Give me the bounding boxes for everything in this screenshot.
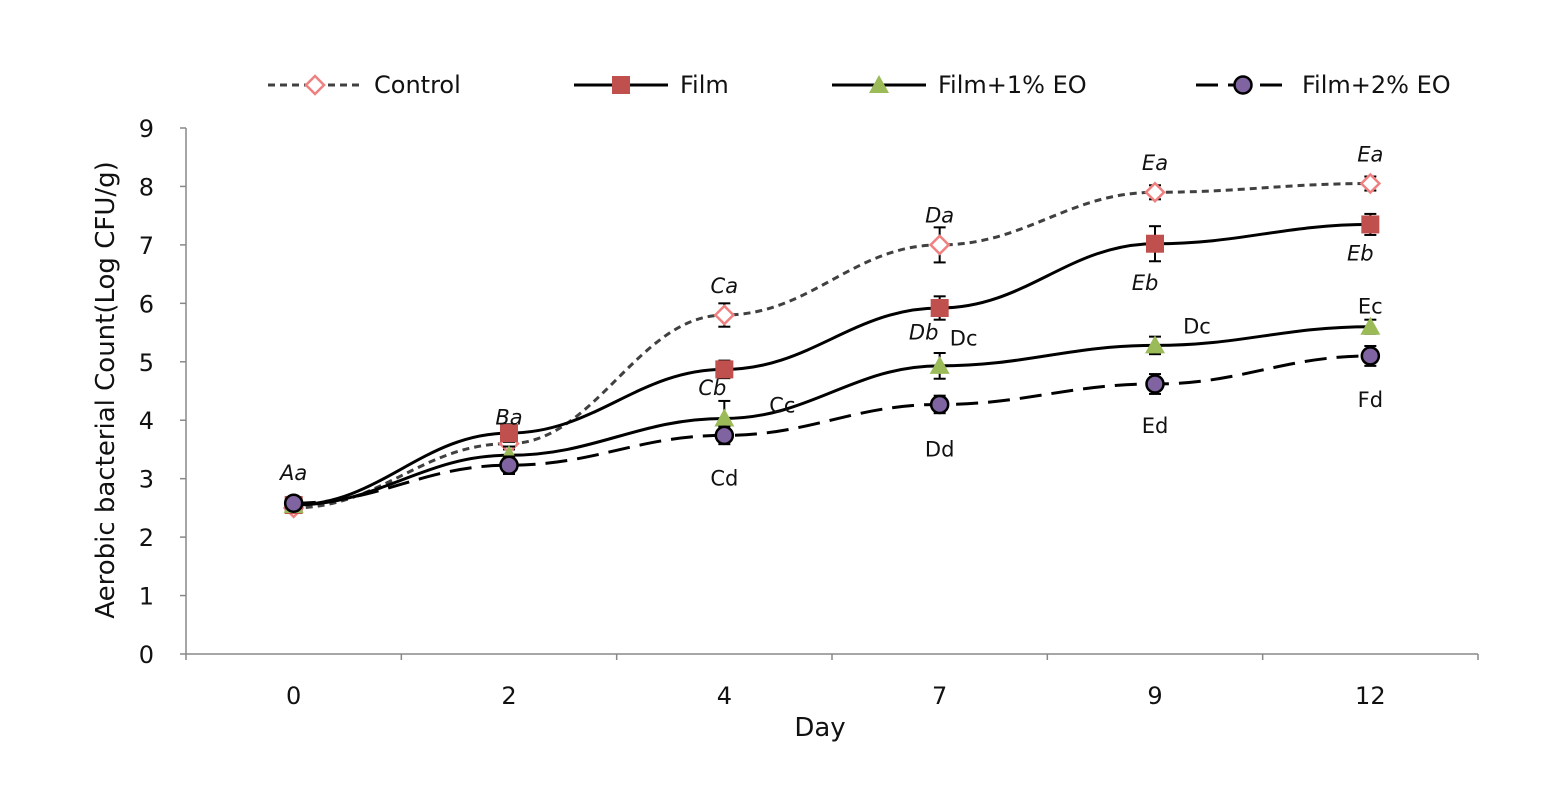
data-point	[715, 360, 734, 379]
significance-label: Da	[925, 204, 954, 228]
significance-label: Dc	[1183, 315, 1211, 339]
series-line	[293, 354, 1371, 505]
legend-marker	[1233, 75, 1253, 95]
legend-label: Film+2% EO	[1302, 71, 1451, 99]
data-point	[713, 304, 736, 326]
legend-item-4: Film+2% EO	[1196, 71, 1451, 99]
series-line	[293, 182, 1371, 510]
data-point	[1146, 234, 1164, 253]
y-tick-label: 1	[139, 583, 154, 611]
x-axis: 0 2 4 7 9 12	[185, 653, 1479, 710]
y-axis: 0 1 2 3 4 5 6 7 8 9	[139, 115, 187, 669]
y-tick-label: 7	[139, 232, 154, 260]
annotation-layer: Aa Ba Ca Cb Cc Cd Da Db Dc Dd Ea Eb Dc Ed Ea Eb Ec Fd	[278, 142, 1383, 490]
significance-label: Eb	[1132, 271, 1159, 295]
x-tick-label: 12	[1355, 682, 1386, 710]
legend-marker	[612, 76, 630, 94]
significance-label: Dd	[925, 437, 955, 461]
legend-item-3: Film+1% EO	[832, 71, 1087, 99]
significance-label: Aa	[278, 461, 307, 485]
significance-label: Eb	[1347, 242, 1374, 266]
significance-label: Fd	[1358, 388, 1383, 412]
significance-label: Ed	[1142, 414, 1169, 438]
y-tick-label: 4	[139, 407, 154, 435]
data-point	[1145, 335, 1165, 354]
series-2	[284, 212, 1380, 514]
x-tick-label: 9	[1147, 682, 1162, 710]
significance-label: Ea	[1357, 142, 1383, 166]
data-point	[1360, 316, 1381, 335]
y-tick-label: 5	[139, 349, 154, 377]
series-layer	[282, 172, 1382, 519]
data-point	[714, 425, 735, 446]
legend-marker	[869, 75, 889, 93]
significance-label: Ea	[1142, 151, 1168, 175]
x-tick-label: 7	[932, 682, 947, 710]
significance-label: Db	[909, 321, 939, 345]
series-4	[283, 344, 1381, 513]
significance-label: Dc	[950, 326, 978, 350]
series-line	[293, 222, 1371, 507]
significance-label: Cb	[698, 376, 726, 400]
data-point	[499, 455, 519, 475]
x-tick-label: 4	[717, 682, 732, 710]
series-3	[283, 316, 1381, 513]
data-point	[1359, 172, 1382, 195]
data-point	[500, 424, 518, 443]
y-tick-label: 6	[139, 290, 154, 318]
data-point	[930, 299, 949, 318]
data-point	[1144, 181, 1166, 204]
chart-legend: Control Film Film+1% EO Film+2% EO	[268, 71, 1451, 99]
legend-marker	[304, 74, 326, 96]
legend-item-2: Film	[574, 71, 729, 99]
data-point	[1361, 215, 1380, 234]
data-point	[928, 234, 951, 256]
data-point	[283, 493, 304, 513]
significance-label: Ba	[495, 405, 522, 429]
y-tick-label: 9	[139, 115, 154, 143]
significance-label: Ec	[1358, 294, 1383, 318]
significance-label: Cd	[710, 467, 738, 491]
legend-label: Control	[374, 71, 461, 99]
legend-item-1: Control	[268, 71, 461, 99]
x-tick-label: 2	[501, 682, 516, 710]
data-point	[1145, 374, 1165, 394]
series-1	[282, 172, 1382, 519]
data-point	[714, 408, 735, 427]
series-line	[293, 325, 1371, 507]
x-axis-title: Day	[794, 713, 845, 743]
x-tick-label: 0	[286, 682, 301, 710]
y-tick-label: 3	[139, 466, 154, 494]
y-tick-label: 2	[139, 524, 154, 552]
legend-label: Film+1% EO	[938, 71, 1087, 99]
data-point	[1360, 346, 1381, 366]
y-tick-label: 0	[139, 641, 154, 669]
y-tick-label: 8	[139, 173, 154, 201]
legend-label: Film	[680, 71, 729, 99]
data-point	[929, 355, 950, 374]
data-point	[929, 394, 950, 415]
significance-label: Ca	[711, 274, 739, 298]
y-axis-title: Aerobic bacterial Count(Log CFU/g)	[91, 161, 121, 619]
significance-label: Cc	[769, 394, 795, 418]
